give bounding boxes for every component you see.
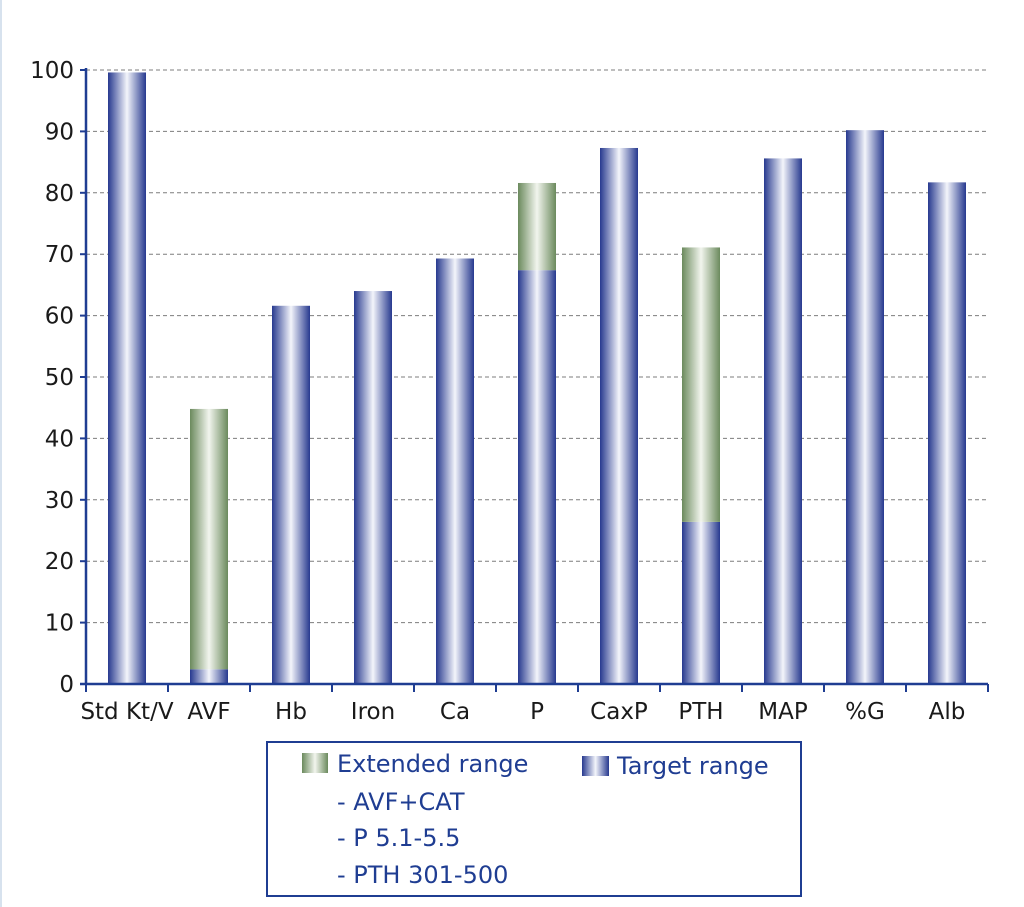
x-tick-label: MAP [758, 699, 808, 725]
x-tick-label: Iron [351, 699, 395, 725]
y-tick-label: 90 [45, 119, 74, 145]
bar-target-ca [436, 258, 474, 684]
bar-extended-avf [190, 408, 228, 670]
y-tick-label: 30 [45, 488, 74, 514]
y-tick-label: 100 [30, 58, 74, 84]
bars [108, 72, 966, 685]
bar-target-std-kt-v [108, 72, 146, 685]
x-tick-label: Hb [275, 699, 307, 725]
bar-target-avf [190, 669, 228, 684]
legend: Extended range Target range - AVF+CAT - … [266, 741, 802, 897]
y-tick-label: 60 [45, 304, 74, 330]
legend-note-p: - P 5.1-5.5 [337, 824, 460, 852]
bar-target-alb [928, 182, 966, 684]
legend-note-avf: - AVF+CAT [337, 788, 465, 816]
bar-extended-p [518, 182, 556, 271]
bar-target-p [518, 270, 556, 684]
bar-target--g [846, 130, 884, 684]
y-tick-label: 80 [45, 181, 74, 207]
legend-box [266, 741, 802, 897]
x-tick-label: PTH [678, 699, 723, 725]
axes [80, 68, 989, 692]
y-tick-label: 10 [45, 611, 74, 637]
bar-target-caxp [600, 147, 638, 684]
bar-target-iron [354, 291, 392, 684]
legend-label-target: Target range [616, 752, 769, 780]
x-tick-label: AVF [187, 699, 230, 725]
x-tick-label: Ca [440, 699, 470, 725]
y-tick-label: 40 [45, 426, 74, 452]
y-tick-label: 70 [45, 242, 74, 268]
x-tick-label: CaxP [590, 699, 648, 725]
legend-label-extended: Extended range [337, 750, 528, 778]
legend-swatch-target [582, 756, 609, 776]
left-border [0, 0, 2, 907]
y-tick-label: 50 [45, 365, 74, 391]
legend-note-pth: - PTH 301-500 [337, 861, 508, 889]
bar-target-hb [272, 305, 310, 684]
x-tick-label: %G [845, 699, 885, 725]
x-tick-label: P [530, 699, 544, 725]
y-tick-label: 0 [59, 672, 74, 698]
bar-target-map [764, 158, 802, 684]
bar-target-pth [682, 521, 720, 684]
gridlines [86, 69, 988, 624]
bar-extended-pth [682, 247, 720, 522]
x-tick-label: Std Kt/V [80, 699, 173, 725]
y-tick-label: 20 [45, 549, 74, 575]
tick-labels: 0 10 20 30 40 50 60 70 80 90 100 Std Kt/V AVF Hb Iron C… [30, 58, 965, 725]
legend-swatch-extended [302, 753, 328, 773]
x-tick-label: Alb [929, 699, 966, 725]
